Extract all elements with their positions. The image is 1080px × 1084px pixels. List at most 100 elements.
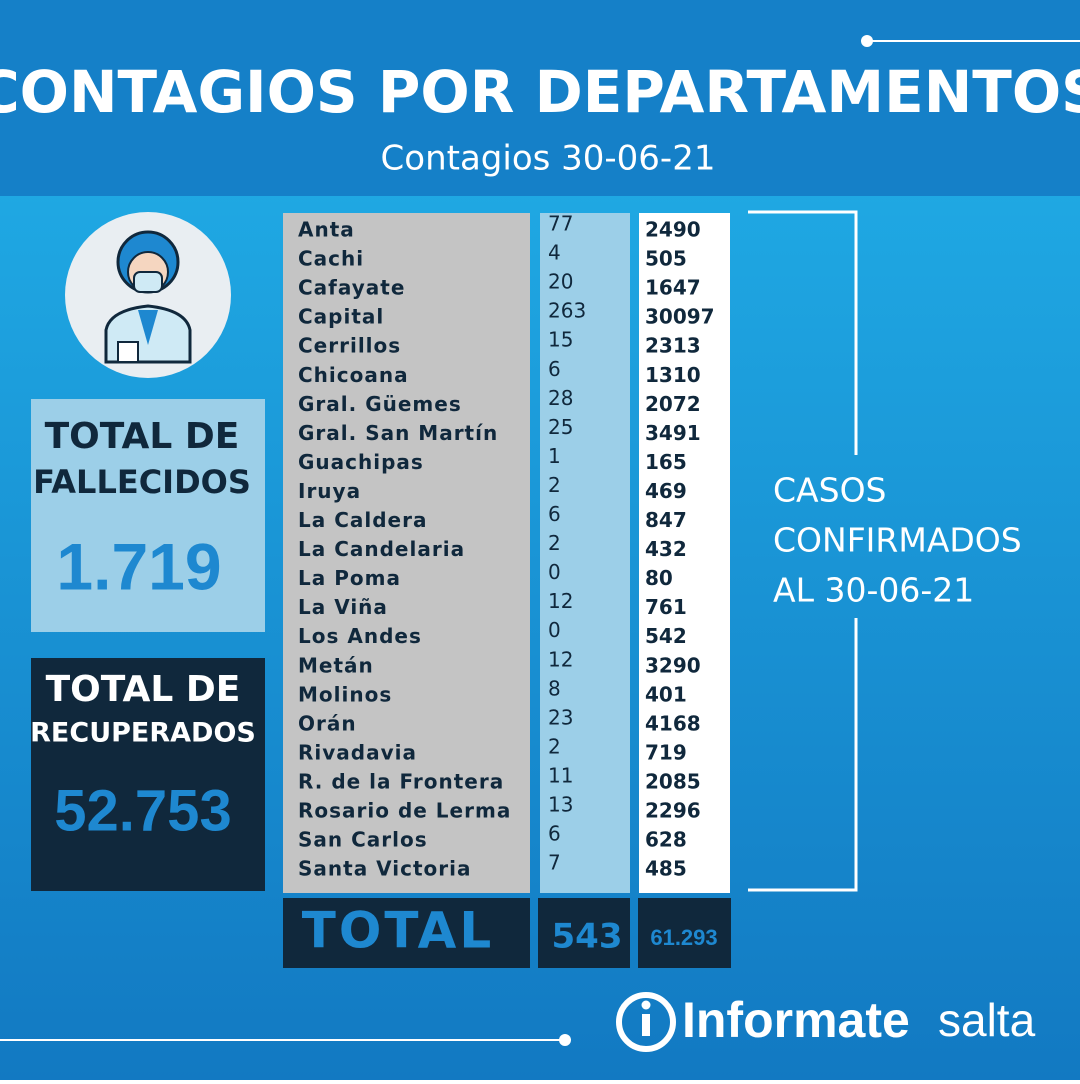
daily-cases: 28 <box>548 386 573 410</box>
cumulative-cases: 432 <box>645 537 687 561</box>
cumulative-cases: 1647 <box>645 276 701 300</box>
daily-cases: 8 <box>548 676 561 700</box>
bracket <box>748 210 858 892</box>
cumulative-cases: 3290 <box>645 653 701 677</box>
deaths-box <box>31 399 265 632</box>
department-name: Metán <box>298 653 374 677</box>
title: CONTAGIOS POR DEPARTAMENTOS <box>0 58 1080 126</box>
side-label: CONFIRMADOS <box>773 521 1022 560</box>
daily-cases: 77 <box>548 212 573 236</box>
daily-cases: 263 <box>548 299 586 323</box>
cumulative-cases: 719 <box>645 740 687 764</box>
daily-cases: 6 <box>548 357 561 381</box>
daily-cases: 13 <box>548 793 573 817</box>
cumulative-cases: 469 <box>645 479 687 503</box>
deaths-label: TOTAL DE <box>45 416 240 457</box>
side-label: CASOS <box>773 471 887 510</box>
subtitle: Contagios 30-06-21 <box>381 139 716 179</box>
cumulative-cases: 2296 <box>645 799 701 823</box>
daily-cases: 11 <box>548 763 573 787</box>
logo-sub: salta <box>938 994 1036 1046</box>
department-name: Santa Victoria <box>298 857 472 881</box>
daily-cases: 2 <box>548 473 561 497</box>
daily-cases: 4 <box>548 241 561 265</box>
cumulative-cases: 80 <box>645 566 673 590</box>
cumulative-cases: 2085 <box>645 769 701 793</box>
total-box <box>638 898 731 968</box>
daily-cases: 1 <box>548 444 561 468</box>
cumulative-cases: 2313 <box>645 334 701 358</box>
department-name: Iruya <box>298 479 361 503</box>
cumulative-cases: 628 <box>645 828 687 852</box>
department-name: Chicoana <box>298 363 409 387</box>
daily-cases: 7 <box>548 851 561 875</box>
cumulative-cases: 542 <box>645 624 687 648</box>
department-name: San Carlos <box>298 828 428 852</box>
side-label: AL 30-06-21 <box>773 571 974 610</box>
daily-cases: 0 <box>548 560 561 584</box>
total-label: TOTAL <box>302 902 494 960</box>
daily-column <box>540 213 630 893</box>
daily-cases: 15 <box>548 328 573 352</box>
department-name: Molinos <box>298 682 392 706</box>
department-name: Cerrillos <box>298 334 401 358</box>
cumulative-cases: 2072 <box>645 392 701 416</box>
department-name: Rosario de Lerma <box>298 799 511 823</box>
department-name: Cafayate <box>298 276 405 300</box>
department-name: Cachi <box>298 247 364 271</box>
department-name: Gral. Güemes <box>298 392 462 416</box>
department-name: La Viña <box>298 595 388 619</box>
cumulative-column <box>639 213 730 893</box>
daily-cases: 25 <box>548 415 573 439</box>
cumulative-cases: 30097 <box>645 305 715 329</box>
cumulative-cases: 3491 <box>645 421 701 445</box>
recovered-box <box>31 658 265 891</box>
daily-cases: 23 <box>548 705 573 729</box>
department-name: Los Andes <box>298 624 422 648</box>
department-name: La Candelaria <box>298 537 465 561</box>
department-name: Gral. San Martín <box>298 421 498 445</box>
cumulative-cases: 4168 <box>645 711 701 735</box>
department-name: Guachipas <box>298 450 424 474</box>
department-name: Orán <box>298 711 357 735</box>
deaths-label: FALLECIDOS <box>33 463 251 501</box>
department-name: La Poma <box>298 566 401 590</box>
total-box <box>538 898 630 968</box>
department-name: Capital <box>298 305 384 329</box>
daily-cases: 2 <box>548 531 561 555</box>
recovered-value: 52.753 <box>54 778 231 843</box>
avatar <box>65 212 231 378</box>
department-name: Rivadavia <box>298 740 417 764</box>
department-name: Anta <box>298 218 355 242</box>
recovered-label: TOTAL DE <box>46 669 241 710</box>
cumulative-cases: 761 <box>645 595 687 619</box>
cumulative-cases: 2490 <box>645 218 701 242</box>
logo: Informate salta <box>616 992 1036 1052</box>
daily-cases: 6 <box>548 822 561 846</box>
daily-cases: 20 <box>548 270 573 294</box>
cumulative-cases: 1310 <box>645 363 701 387</box>
total-cumulative: 61.293 <box>650 925 717 950</box>
name-column <box>283 213 530 893</box>
daily-cases: 2 <box>548 734 561 758</box>
department-name: R. de la Frontera <box>298 769 504 793</box>
decor-dot <box>861 35 873 47</box>
daily-cases: 12 <box>548 589 573 613</box>
cumulative-cases: 165 <box>645 450 687 474</box>
total-daily: 543 <box>552 917 623 957</box>
recovered-label: RECUPERADOS <box>30 718 256 749</box>
daily-cases: 0 <box>548 618 561 642</box>
cumulative-cases: 401 <box>645 682 687 706</box>
daily-cases: 6 <box>548 502 561 526</box>
cumulative-cases: 847 <box>645 508 687 532</box>
decor-dot <box>559 1034 571 1046</box>
cumulative-cases: 485 <box>645 857 687 881</box>
department-name: La Caldera <box>298 508 427 532</box>
cumulative-cases: 505 <box>645 247 687 271</box>
header-band <box>0 0 1080 196</box>
daily-cases: 12 <box>548 647 573 671</box>
logo-main: Informate <box>682 992 910 1048</box>
deaths-value: 1.719 <box>56 529 221 603</box>
